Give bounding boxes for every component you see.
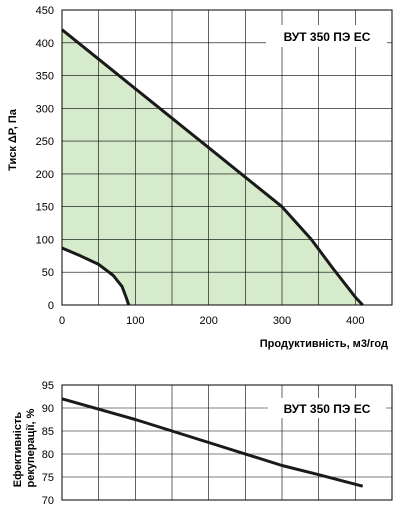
pressure-x-tick-label: 100 <box>126 315 144 327</box>
efficiency-y-ticks: 70 75 80 85 90 95 <box>42 380 54 507</box>
max-pressure-curve <box>61 28 364 307</box>
pressure-model-label: ВУТ 350 ПЭ ЕС <box>284 30 371 44</box>
pressure-y-tick-label: 150 <box>36 202 54 214</box>
pressure-grid <box>62 10 392 305</box>
pressure-y-tick-label: 450 <box>36 5 54 17</box>
efficiency-chart: 70 75 80 85 90 95 ВУТ 350 ПЭ ЕС Ефективність … <box>12 380 393 507</box>
pressure-y-tick-label: 0 <box>48 300 54 312</box>
pressure-y-tick-label: 200 <box>36 169 54 181</box>
pressure-x-tick-label: 0 <box>59 315 65 327</box>
efficiency-y-tick-label: 75 <box>42 472 54 484</box>
efficiency-y-axis-label-line1: Ефективність <box>12 412 24 488</box>
efficiency-y-tick-label: 90 <box>42 403 54 415</box>
pressure-chart: 0 50 100 150 200 250 300 350 400 450 0 100 200 300 40… <box>7 5 393 350</box>
pressure-x-tick-label: 300 <box>273 315 291 327</box>
pressure-x-ticks: 0 100 200 300 400 <box>59 315 365 327</box>
efficiency-model-label: ВУТ 350 ПЭ ЕС <box>284 402 371 416</box>
pressure-y-tick-label: 400 <box>36 38 54 50</box>
min-pressure-curve <box>61 246 131 306</box>
efficiency-y-axis-label-line2: рекуперації, % <box>25 408 37 487</box>
pressure-y-tick-label: 250 <box>36 136 54 148</box>
pressure-y-axis-label: Тиск ΔP, Па <box>7 108 19 171</box>
pressure-model-label-box <box>266 25 387 47</box>
pressure-y-ticks: 0 50 100 150 200 250 300 350 400 450 <box>36 5 54 312</box>
pressure-x-tick-label: 400 <box>346 315 364 327</box>
efficiency-plot-frame <box>61 384 393 501</box>
pressure-y-tick-label: 50 <box>42 267 54 279</box>
efficiency-y-tick-label: 95 <box>42 380 54 392</box>
pressure-x-axis-label: Продуктивність, м3/год <box>260 338 388 350</box>
efficiency-y-tick-label: 70 <box>42 495 54 507</box>
pressure-y-tick-label: 300 <box>36 103 54 115</box>
efficiency-y-tick-label: 85 <box>42 426 54 438</box>
working-area-fill <box>62 29 363 305</box>
pressure-y-tick-label: 100 <box>36 234 54 246</box>
efficiency-curve <box>61 397 364 488</box>
pressure-y-tick-label: 350 <box>36 71 54 83</box>
pressure-plot-frame <box>61 9 393 306</box>
pressure-x-tick-label: 200 <box>199 315 217 327</box>
efficiency-y-tick-label: 80 <box>42 449 54 461</box>
efficiency-y-axis-label: Ефективність рекуперації, % <box>12 408 37 487</box>
efficiency-model-label-box <box>268 398 386 418</box>
